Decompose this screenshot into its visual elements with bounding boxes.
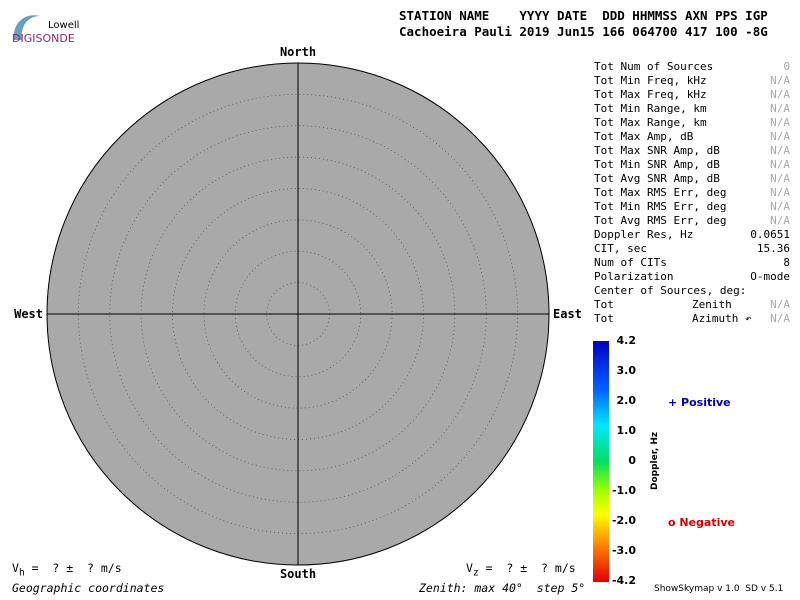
stat-label: Tot Min Range, km — [594, 102, 707, 115]
stat-value: 8 — [783, 256, 790, 269]
stat-value: 0 — [783, 60, 790, 73]
center-title: Center of Sources, deg: — [594, 284, 747, 297]
header-values: Cachoeira Pauli 2019 Jun15 166 064700 41… — [399, 24, 768, 39]
legend-positive: + Positive — [668, 396, 731, 409]
stat-value: 15.36 — [756, 242, 790, 255]
logo: Lowell DIGISONDE — [10, 10, 82, 46]
colorbar-tick-label: -2.0 — [611, 514, 636, 527]
stat-label: Polarization — [594, 270, 674, 283]
stat-value: N/A — [770, 116, 790, 129]
stat-value: N/A — [770, 214, 790, 227]
colorbar-tick-label: -4.2 — [611, 574, 636, 587]
stat-label: Tot Avg SNR Amp, dB — [594, 172, 720, 185]
stat-label: Tot Max Freq, kHz — [594, 88, 707, 101]
colorbar-title: Doppler, Hz — [650, 431, 660, 490]
south-label: South — [280, 567, 316, 581]
stat-value: N/A — [770, 144, 790, 157]
stat-label: Tot Min SNR Amp, dB — [594, 158, 720, 171]
center-value: N/A — [770, 312, 790, 325]
stat-label: Tot Max Amp, dB — [594, 130, 694, 143]
center-label: Tot — [594, 312, 614, 325]
colorbar-tick-label: -3.0 — [611, 544, 636, 557]
logo-swoosh — [13, 15, 40, 40]
vz-symbol: V — [466, 561, 473, 575]
stat-label: Tot Max Range, km — [594, 116, 707, 129]
version-note: ShowSkymap v 1.0 SD v 5.1 — [654, 584, 784, 594]
stat-value: N/A — [770, 186, 790, 199]
stat-value: N/A — [770, 130, 790, 143]
colorbar-tick-label: 4.2 — [616, 334, 637, 347]
stat-value: N/A — [770, 172, 790, 185]
colorbar-tick-label: -1.0 — [611, 484, 636, 497]
vh-symbol: V — [12, 561, 19, 575]
vz-value: = ? ± ? m/s — [485, 561, 576, 575]
vz-readout: Vz = ? ± ? m/s — [466, 561, 576, 578]
skymap: North South West East — [14, 45, 582, 581]
logo-bottom: DIGISONDE — [12, 32, 75, 45]
center-label: Tot — [594, 298, 614, 311]
center-param: Zenith — [692, 298, 732, 311]
coordinates-note: Geographic coordinates — [12, 581, 165, 595]
stat-label: CIT, sec — [594, 242, 647, 255]
stat-label: Tot Num of Sources — [594, 60, 714, 73]
stat-label: Tot Max RMS Err, deg — [594, 186, 727, 199]
header-columns: STATION NAME YYYY DATE DDD HHMMSS AXN PP… — [399, 8, 768, 23]
stat-label: Tot Max SNR Amp, dB — [594, 144, 720, 157]
colorbar-tick-label: 2.0 — [616, 394, 637, 407]
vh-sub: h — [18, 567, 25, 579]
stat-label: Tot Min Freq, kHz — [594, 74, 707, 87]
colorbar-tick-label: 1.0 — [616, 424, 637, 437]
legend-negative: o Negative — [668, 516, 736, 529]
zenith-note: Zenith: max 40° step 5° — [419, 581, 586, 595]
stat-value: N/A — [770, 200, 790, 213]
colorbar-gradient — [593, 341, 609, 582]
west-label: West — [14, 307, 43, 321]
center-param: Azimuth ↶ — [692, 312, 752, 325]
vh-readout: Vh = ? ± ? m/s — [12, 561, 122, 578]
stat-value: O-mode — [750, 270, 790, 283]
stat-value: N/A — [770, 158, 790, 171]
stat-value: N/A — [770, 88, 790, 101]
colorbar-tick-label: 0 — [628, 454, 636, 467]
stat-label: Tot Min RMS Err, deg — [594, 200, 727, 213]
center-value: N/A — [770, 298, 790, 311]
logo-top: Lowell — [48, 20, 80, 31]
stat-value: 0.0651 — [750, 228, 790, 241]
vh-value: = ? ± ? m/s — [31, 561, 122, 575]
vz-sub: z — [472, 567, 479, 579]
stat-value: N/A — [770, 74, 790, 87]
stat-value: N/A — [770, 102, 790, 115]
north-label: North — [280, 45, 316, 59]
stat-label: Num of CITs — [594, 256, 667, 269]
colorbar-tick-label: 3.0 — [616, 364, 637, 377]
stat-label: Doppler Res, Hz — [594, 228, 694, 241]
east-label: East — [553, 307, 582, 321]
stat-label: Tot Avg RMS Err, deg — [594, 214, 727, 227]
colorbar — [593, 341, 609, 582]
